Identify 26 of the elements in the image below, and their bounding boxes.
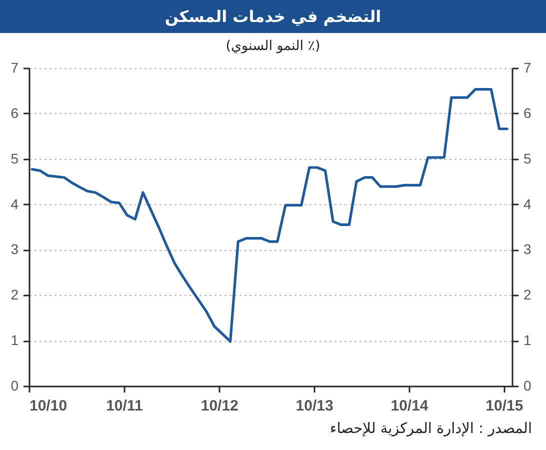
y2-tick-label: 6 bbox=[524, 104, 532, 121]
x-tick-label: 10/14 bbox=[390, 398, 429, 414]
x-tick-label: 10/12 bbox=[200, 398, 238, 414]
y2-tick-label: 1 bbox=[524, 332, 532, 348]
y2-tick-label: 3 bbox=[524, 241, 532, 258]
y2-tick-label: 0 bbox=[524, 378, 532, 394]
y2-tick-label: 5 bbox=[524, 150, 532, 166]
chart-subtitle: (٪ النمو السنوي) bbox=[224, 37, 322, 56]
x-tick-label: 10/15 bbox=[486, 398, 524, 414]
y-tick-label: 6 bbox=[10, 104, 19, 121]
chart-title: التضخم في خدمات المسكن bbox=[0, 0, 546, 33]
y2-tick-label: 7 bbox=[524, 60, 532, 76]
x-tick-label: 10/11 bbox=[106, 398, 143, 414]
y-tick-label: 4 bbox=[10, 196, 19, 212]
y-tick-label: 7 bbox=[10, 60, 19, 76]
y-tick-label: 5 bbox=[10, 150, 19, 166]
text: المصدر : الإدارة المركزية للإحصاء bbox=[328, 420, 532, 439]
y-tick-label: 2 bbox=[10, 286, 19, 303]
y2-tick-label: 4 bbox=[524, 196, 532, 212]
line-series bbox=[30, 88, 508, 343]
y-tick-label: 0 bbox=[10, 378, 19, 394]
y-tick-label: 3 bbox=[10, 241, 19, 258]
y2-tick-label: 2 bbox=[524, 286, 532, 303]
x-tick-label: 10/10 bbox=[30, 398, 68, 414]
x-tick-label: 10/13 bbox=[296, 398, 334, 414]
y-tick-label: 1 bbox=[10, 332, 19, 348]
